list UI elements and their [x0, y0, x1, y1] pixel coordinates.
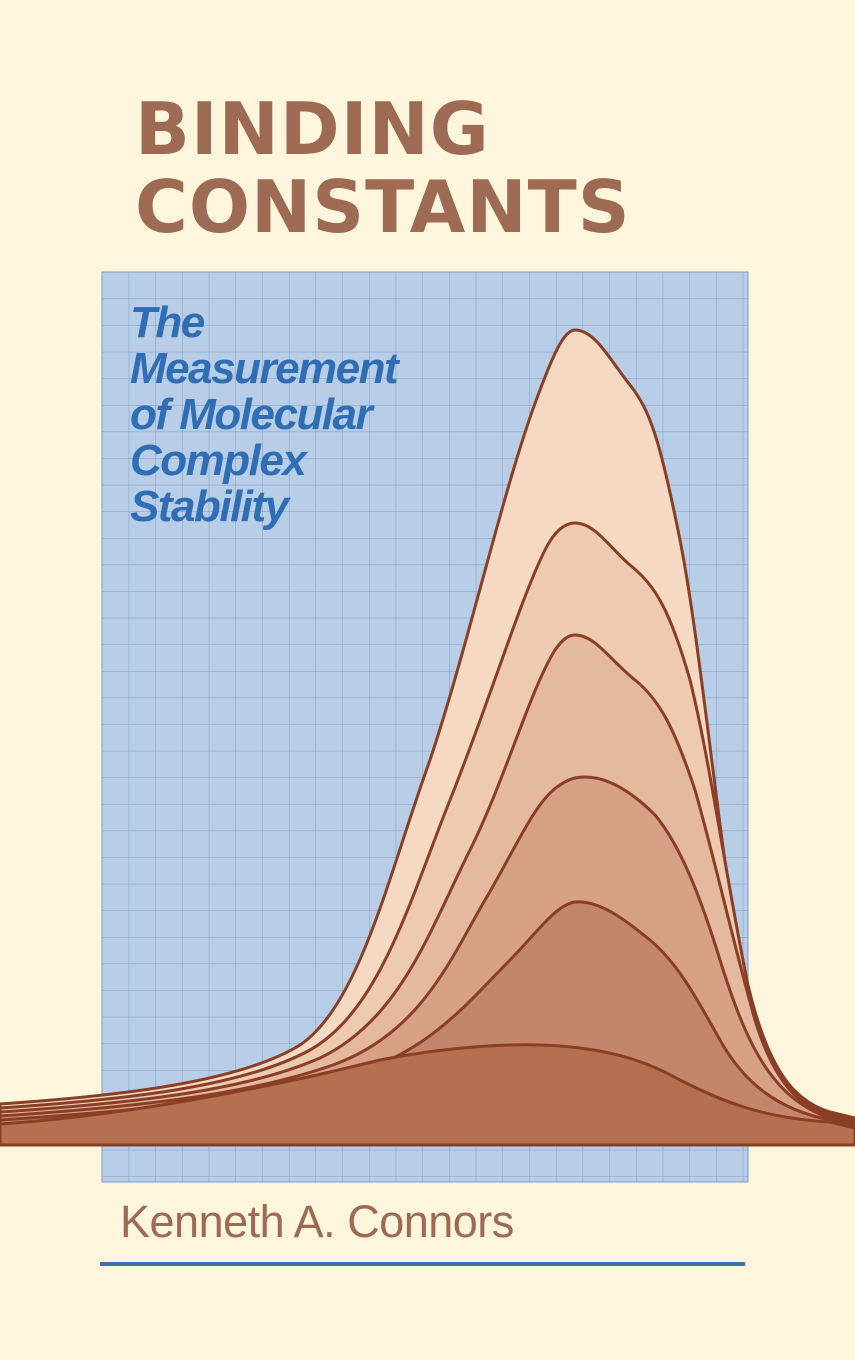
book-subtitle: The Measurement of Molecular Complex Sta…	[130, 298, 399, 531]
subtitle-line-3: of Molecular	[130, 390, 373, 439]
title-line-2: CONSTANTS	[135, 165, 631, 249]
author-name: Kenneth A. Connors	[120, 1196, 514, 1247]
absorbance-curves	[0, 328, 855, 1147]
title-line-1: BINDING	[135, 87, 490, 171]
subtitle-line-4: Complex	[130, 436, 307, 485]
subtitle-line-5: Stability	[130, 482, 289, 531]
author-underline-rule	[100, 1262, 745, 1266]
curve-6	[0, 1043, 855, 1147]
subtitle-line-1: The	[130, 298, 205, 347]
subtitle-line-2: Measurement	[130, 344, 399, 393]
book-title: BINDING CONSTANTS	[135, 90, 631, 246]
